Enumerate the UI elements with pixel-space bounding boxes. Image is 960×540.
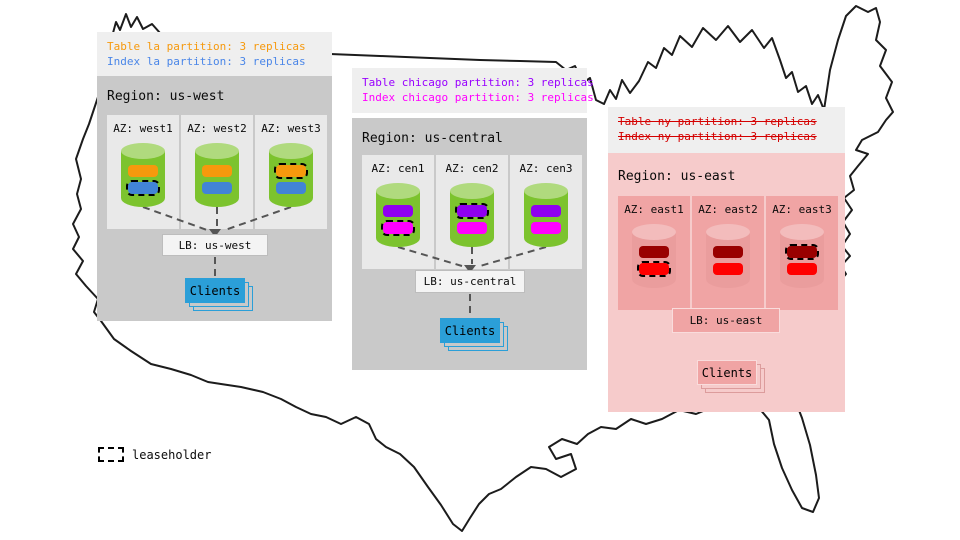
clients-label: Clients [701,365,753,380]
cylinder-top [195,143,239,159]
cylinder-top [450,183,494,199]
annotation-line-table-ny-struck: Table ny partition: 3 replicas [618,115,817,128]
clients-box-us-east: Clients [697,360,757,385]
replica-table-la-leaseholder [274,163,308,179]
cylinder-top [780,224,824,240]
replica-table-ny [639,246,669,258]
replica-index-la-leaseholder [126,180,160,196]
cylinder-top [524,183,568,199]
az-label-cen2: AZ: cen2 [445,162,499,175]
load-balancer-us-west: LB: us-west [162,234,268,256]
az-label-east3: AZ: east3 [772,203,832,216]
load-balancer-us-east: LB: us-east [672,308,780,333]
replica-index-la [276,182,306,194]
clients-label: Clients [189,283,241,298]
az-label-west2: AZ: west2 [187,122,247,135]
az-west1: AZ: west1 [107,115,179,229]
annotation-line-index-la: Index la partition: 3 replicas [107,55,306,68]
cylinder-body [195,151,239,207]
annotation-line-table-la: Table la partition: 3 replicas [107,40,306,53]
region-title-us-east: Region: us-east [618,169,736,184]
cylinder-body [632,232,676,288]
az-label-west3: AZ: west3 [261,122,321,135]
replica-table-la [128,165,158,177]
load-balancer-us-central: LB: us-central [415,270,525,293]
db-node-cylinder-cen2 [450,183,494,247]
az-cen3: AZ: cen3 [510,155,582,269]
az-east3: AZ: east3 [766,196,838,310]
cylinder-body [376,191,420,247]
az-west2: AZ: west2 [181,115,253,229]
az-west3: AZ: west3 [255,115,327,229]
replica-table-chicago-leaseholder [455,203,489,219]
replica-index-chicago-leaseholder [381,220,415,236]
lb-label: LB: us-west [178,238,252,252]
region-title-us-central: Region: us-central [362,131,503,146]
region-us-central: Region: us-central AZ: cen1 AZ: cen2 AZ:… [352,118,587,370]
az-label-east1: AZ: east1 [624,203,684,216]
az-label-cen3: AZ: cen3 [519,162,573,175]
replica-table-ny [713,246,743,258]
leaseholder-dashed-swatch-icon [98,447,124,462]
az-east1: AZ: east1 [618,196,690,310]
replica-table-ny-leaseholder [785,244,819,260]
cylinder-body [780,232,824,288]
replica-table-chicago [531,205,561,217]
replica-table-chicago [383,205,413,217]
partition-annotation-us-central: Table chicago partition: 3 replicas Inde… [352,68,594,113]
lb-label: LB: us-central [423,275,517,288]
db-node-cylinder-west3 [269,143,313,207]
cylinder-body [269,151,313,207]
partition-annotation-us-west: Table la partition: 3 replicas Index la … [97,32,332,76]
leaseholder-legend-label: leaseholder [132,447,212,462]
leaseholder-legend: leaseholder [98,447,211,462]
region-us-west: Region: us-west AZ: west1 AZ: west2 AZ: … [97,76,332,321]
cylinder-top [269,143,313,159]
replica-index-la [202,182,232,194]
cylinder-top [706,224,750,240]
db-node-cylinder-east3 [780,224,824,288]
annotation-line-index-chicago: Index chicago partition: 3 replicas [362,91,594,104]
region-us-east: Region: us-east AZ: east1 AZ: east2 AZ: … [608,153,845,412]
db-node-cylinder-east1 [632,224,676,288]
az-east2: AZ: east2 [692,196,764,310]
cylinder-body [524,191,568,247]
az-label-east2: AZ: east2 [698,203,758,216]
clients-box-us-central: Clients [440,318,500,343]
replica-index-ny [787,263,817,275]
az-cen2: AZ: cen2 [436,155,508,269]
cylinder-top [121,143,165,159]
db-node-cylinder-west1 [121,143,165,207]
cylinder-body [450,191,494,247]
replica-table-la [202,165,232,177]
az-label-cen1: AZ: cen1 [371,162,425,175]
az-cen1: AZ: cen1 [362,155,434,269]
replica-index-chicago [531,222,561,234]
region-title-us-west: Region: us-west [107,89,225,104]
clients-box-us-west: Clients [185,278,245,303]
az-label-west1: AZ: west1 [113,122,173,135]
partition-annotation-us-east: Table ny partition: 3 replicas Index ny … [608,107,845,153]
replica-index-ny [713,263,743,275]
cylinder-top [376,183,420,199]
cylinder-body [706,232,750,288]
db-node-cylinder-cen1 [376,183,420,247]
lb-label: LB: us-east [689,314,763,327]
db-node-cylinder-cen3 [524,183,568,247]
replica-index-chicago [457,222,487,234]
cylinder-body [121,151,165,207]
clients-label: Clients [444,323,496,338]
db-node-cylinder-west2 [195,143,239,207]
db-node-cylinder-east2 [706,224,750,288]
replica-index-ny-leaseholder [637,261,671,277]
annotation-line-table-chicago: Table chicago partition: 3 replicas [362,76,594,89]
cylinder-top [632,224,676,240]
annotation-line-index-ny-struck: Index ny partition: 3 replicas [618,130,817,143]
